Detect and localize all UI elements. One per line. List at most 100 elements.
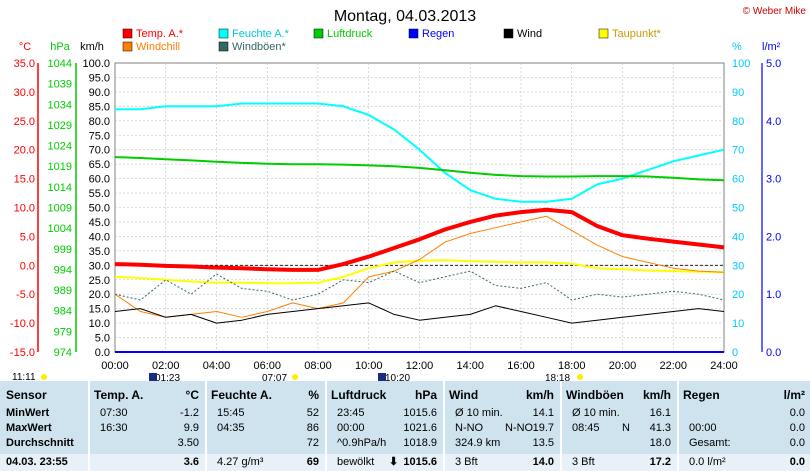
wind-label: Ø 10 min. xyxy=(455,407,503,419)
temp-tick: -5.0 xyxy=(16,289,35,301)
series-windb-en- xyxy=(114,270,725,301)
pct-tick: 20 xyxy=(732,289,744,301)
x-tick: 10:00 xyxy=(355,360,383,372)
x-tick: 22:00 xyxy=(659,360,687,372)
series-lines xyxy=(114,102,725,353)
wind-value: 19.7 xyxy=(532,422,554,434)
gust-label: 08:45 xyxy=(572,422,600,434)
hpa-tick: 1009 xyxy=(48,203,72,215)
legend-swatch xyxy=(218,41,229,52)
rain-unit: l/m² xyxy=(762,41,781,53)
kmh-tick: 90.0 xyxy=(89,87,110,99)
x-tick: 06:00 xyxy=(253,360,281,372)
hum-header: Feuchte A. xyxy=(211,388,272,402)
hpa-tick: 1039 xyxy=(48,79,72,91)
gust-value: 16.1 xyxy=(649,407,671,419)
rain-label: 00:00 xyxy=(689,422,717,434)
temp-tick: -10.0 xyxy=(10,318,35,330)
hum-label: 15:45 xyxy=(217,407,245,419)
hpa-tick: 1004 xyxy=(48,223,72,235)
legend: Temp. A.* Feuchte A.* Luftdruck Regen Wind Ta… xyxy=(122,28,662,53)
rain-tick: 2.0 xyxy=(766,231,781,243)
gust-value: 18.0 xyxy=(649,437,671,449)
column-divider xyxy=(560,381,562,471)
pct-tick: 50 xyxy=(732,203,744,215)
x-tick: 04:00 xyxy=(203,360,231,372)
temp-tick: 0.0 xyxy=(20,260,35,272)
legend-label: Temp. A.* xyxy=(136,28,184,40)
kmh-tick: 40.0 xyxy=(89,231,110,243)
kmh-tick-unit: km/h xyxy=(80,41,104,53)
legend-swatch xyxy=(122,41,133,52)
series-temp-a- xyxy=(114,207,725,272)
temp-tick: 5.0 xyxy=(20,231,35,243)
pct-tick: 90 xyxy=(732,87,744,99)
sensor-table: Sensor MinWert MaxWert Durchschnitt 04.03. 2… xyxy=(0,381,810,471)
temp-value: 3.6 xyxy=(183,456,199,468)
legend-swatch xyxy=(408,28,419,39)
wind-value: 13.5 xyxy=(532,437,554,449)
temp-value: 3.50 xyxy=(177,437,199,449)
kmh-tick: 85.0 xyxy=(89,101,110,113)
rain-value: 0.0 xyxy=(789,422,805,434)
hpa-tick: 1024 xyxy=(48,141,72,153)
kmh-tick: 25.0 xyxy=(89,275,110,287)
temp-value: -1.2 xyxy=(180,407,199,419)
temp-header: Temp. A. xyxy=(94,388,144,402)
chart-title: Montag, 04.03.2013 xyxy=(334,8,476,25)
legend-label: Wind xyxy=(517,28,542,40)
kmh-tick: 55.0 xyxy=(89,188,110,200)
wind-header: Wind xyxy=(449,388,479,402)
kmh-tick: 15.0 xyxy=(89,304,110,316)
press-label: ^0.9hPa/h xyxy=(337,437,387,449)
hpa-tick: 994 xyxy=(54,264,72,276)
hum-value: 72 xyxy=(306,437,319,449)
rain-tick: 5.0 xyxy=(766,58,781,70)
pct-tick: 10 xyxy=(732,318,744,330)
gust-label: 3 Bft xyxy=(572,456,595,468)
hpa-tick: 999 xyxy=(54,244,72,256)
hpa-tick: 979 xyxy=(54,326,72,338)
legend-swatch xyxy=(598,28,609,39)
sun-marker-label: 18:18 xyxy=(545,373,570,384)
kmh-tick: 0.0 xyxy=(95,347,110,359)
sun-icon xyxy=(41,374,47,380)
kmh-tick: 45.0 xyxy=(89,217,110,229)
column-divider xyxy=(443,381,445,471)
x-tick: 14:00 xyxy=(456,360,484,372)
kmh-tick: 70.0 xyxy=(89,145,110,157)
row-label: MaxWert xyxy=(6,422,52,434)
pct-unit: % xyxy=(732,41,742,53)
rain-label: 0.0 l/m² xyxy=(689,456,726,468)
pct-tick: 70 xyxy=(732,145,744,157)
sensor-header: Sensor xyxy=(6,388,47,402)
x-tick: 00:00 xyxy=(101,360,129,372)
gust-value: 41.3 xyxy=(649,422,671,434)
legend-label: Windböen* xyxy=(232,41,287,53)
wind-label: 324.9 km xyxy=(455,437,501,449)
x-tick: 20:00 xyxy=(609,360,637,372)
temp-label: 07:30 xyxy=(100,407,128,419)
hum-value: 86 xyxy=(306,422,319,434)
sun-marker-label: 11:11 xyxy=(12,372,36,383)
x-tick: 18:00 xyxy=(558,360,586,372)
temp-tick: 15.0 xyxy=(14,174,35,186)
sun-marker-label: 01:23 xyxy=(155,373,180,384)
moon-icon xyxy=(378,373,386,381)
temp-tick: 35.0 xyxy=(14,58,35,70)
credit-label: © Weber Mike xyxy=(743,6,807,17)
temp-tick: 25.0 xyxy=(14,116,35,128)
rain-header: Regen xyxy=(683,388,720,402)
legend-label: Windchill xyxy=(136,41,180,53)
press-value: 1021.6 xyxy=(403,422,437,434)
press-label: bewölkt xyxy=(337,456,375,468)
press-value: 1015.6 xyxy=(403,456,437,468)
row-label: MinWert xyxy=(6,407,50,419)
hpa-tick: 1034 xyxy=(48,99,72,111)
column-divider xyxy=(325,381,327,471)
press-header: Luftdruck xyxy=(331,388,387,402)
legend-label: Regen xyxy=(422,28,454,40)
kmh-tick: 95.0 xyxy=(89,72,110,84)
rain-value: 0.0 xyxy=(789,407,805,419)
legend-label: Feuchte A.* xyxy=(232,28,290,40)
